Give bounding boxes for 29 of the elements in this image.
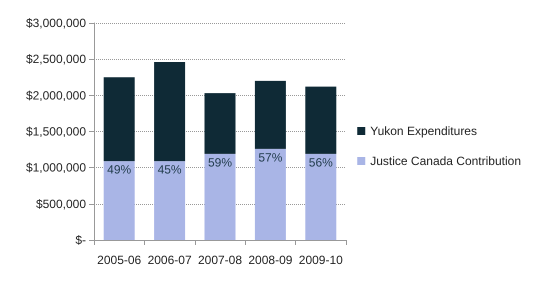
y-tick-label: $500,000 [36,196,86,211]
y-tick-label: $2,500,000 [26,52,86,66]
annotation: 57% [258,150,283,164]
x-tick-label: 2007-08 [198,253,242,267]
bar [154,62,186,162]
x-tick-label: 2006-07 [148,253,192,267]
bar [204,93,236,154]
legend-label: Justice Canada Contribution [370,154,522,168]
bar [305,154,336,240]
annotation: 56% [308,155,334,170]
y-tick-label: $1,000,000 [26,160,86,175]
x-tick-label: 2008-09 [248,253,293,267]
y-tick-label: $2,000,000 [26,88,86,102]
y-tick-label: $1,500,000 [26,124,86,138]
bar [104,77,135,162]
bar [254,148,286,240]
legend-label: Yukon Expenditures [370,124,477,138]
bar [254,80,286,149]
annotation: 59% [208,155,232,170]
y-tick-label: $3,000,000 [26,16,86,30]
y-tick-label: $- [75,233,86,247]
bar [305,86,336,154]
x-tick-label: 2005-06 [97,253,142,267]
annotation: 45% [158,162,182,177]
annotation: 49% [107,162,132,177]
bar [104,161,135,240]
bar [154,161,186,240]
bar [204,154,236,240]
x-tick-label: 2009-10 [298,253,344,267]
